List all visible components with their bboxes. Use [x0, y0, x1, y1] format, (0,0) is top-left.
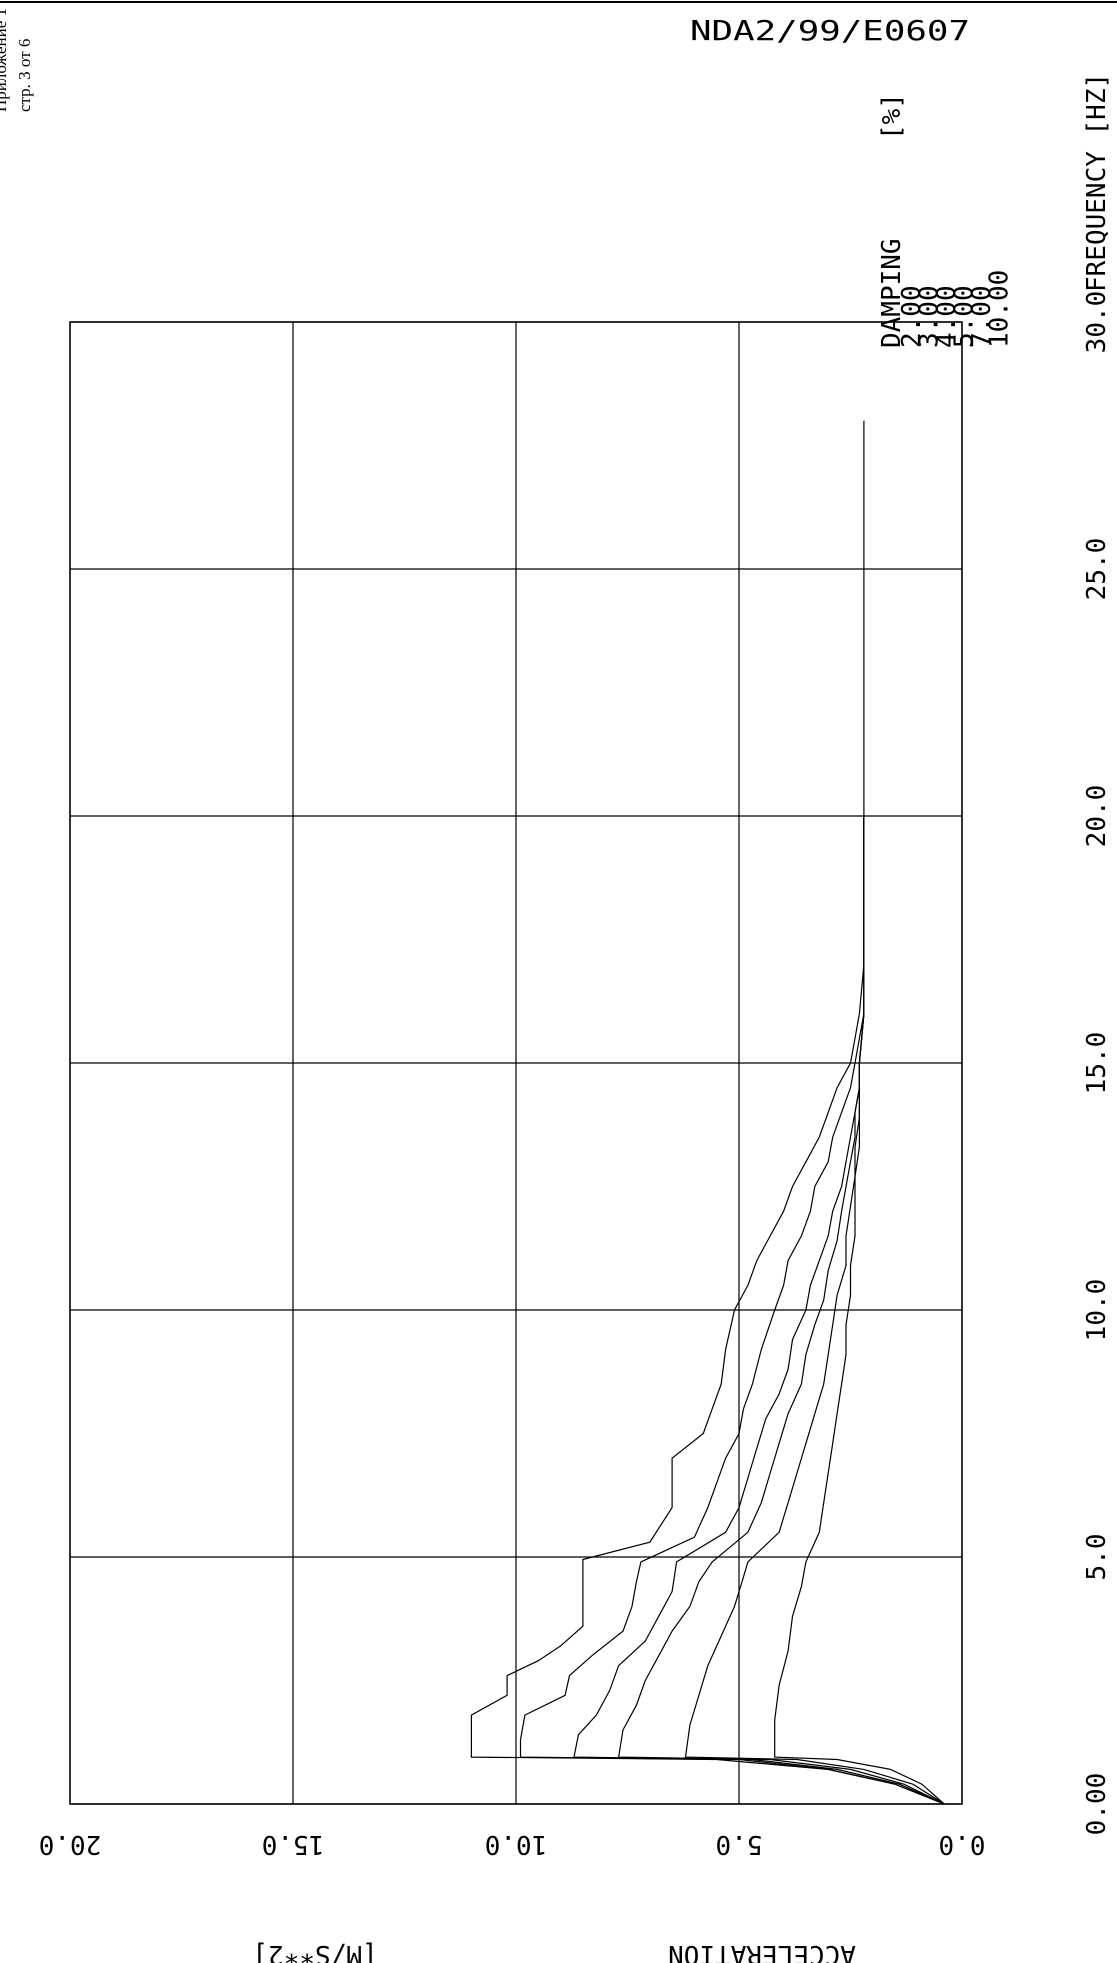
y-tick-labels: 0.0 5.0 10.0 15.0 20.0 — [39, 1829, 986, 1859]
legend-entry: 7.00 — [967, 285, 997, 348]
plot-frame — [69, 321, 963, 1805]
legend-entry: 5.00 — [950, 285, 980, 348]
document-id: NDA2/99/E0607 — [690, 14, 970, 47]
series-line-damping-2.00 — [470, 420, 945, 1805]
x-tick-label: 25.0 — [1082, 538, 1112, 601]
legend-entry: 10.00 — [985, 270, 1015, 348]
page-number-label: стр. 3 от 6 — [15, 39, 34, 112]
series-line-damping-3.00 — [519, 816, 945, 1805]
y-tick-label: 10.0 — [485, 1829, 548, 1859]
appendix-label: Приложение 1 — [0, 8, 10, 112]
x-tick-label: 15.0 — [1082, 1032, 1112, 1095]
series-line-damping-10.00 — [774, 816, 945, 1805]
series-lines — [470, 420, 945, 1805]
legend-entry: 2.00 — [897, 285, 927, 348]
x-tick-labels: 0.00 5.0 10.0 15.0 20.0 25.0 30.0 — [1082, 291, 1112, 1836]
x-axis-label: FREQUENCY [HZ] — [1082, 73, 1112, 292]
legend-entry: 3.00 — [915, 285, 945, 348]
legend-entry: 4.00 — [932, 285, 962, 348]
x-tick-label: 10.0 — [1082, 1279, 1112, 1342]
y-tick-label: 5.0 — [716, 1829, 763, 1859]
x-tick-label: 30.0 — [1082, 291, 1112, 354]
y-axis-label: ACCELERATION — [668, 1939, 856, 1963]
y-tick-label: 20.0 — [39, 1829, 102, 1859]
x-tick-label: 5.0 — [1082, 1534, 1112, 1581]
series-line-damping-5.00 — [617, 816, 945, 1805]
series-line-damping-7.00 — [684, 816, 945, 1805]
x-tick-label: 20.0 — [1082, 785, 1112, 848]
series-line-damping-4.00 — [573, 816, 945, 1805]
plot-area: 0.00 5.0 10.0 15.0 20.0 25.0 30.0 0.0 5.0 10.0 15… — [39, 291, 1112, 1859]
grid — [69, 321, 963, 1805]
y-axis-unit: [M/S**2] — [252, 1939, 377, 1963]
legend-title: DAMPING — [877, 238, 907, 348]
legend-unit: [%] — [877, 93, 907, 140]
y-tick-label: 0.0 — [939, 1829, 986, 1859]
y-tick-label: 15.0 — [262, 1829, 325, 1859]
x-tick-label: 0.00 — [1082, 1773, 1112, 1836]
